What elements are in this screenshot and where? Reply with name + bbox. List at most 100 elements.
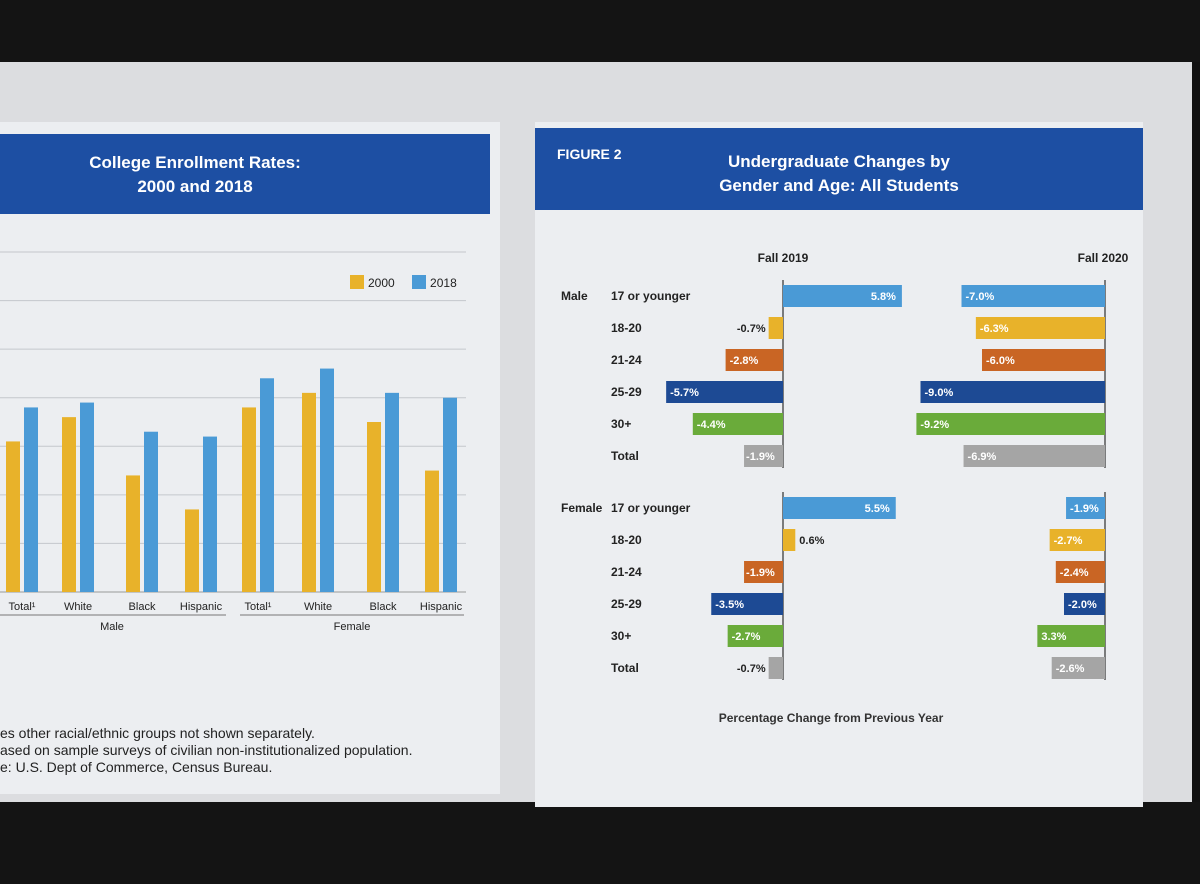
legend-label-2018: 2018 <box>430 276 457 290</box>
x-tick-label: White <box>304 601 332 613</box>
bar-fall-2019 <box>692 413 783 435</box>
data-label-fall-2019: 5.8% <box>871 291 896 303</box>
x-tick-label: Total¹ <box>245 601 272 613</box>
bar-2018-4 <box>260 378 274 592</box>
left-legend: 2000 2018 <box>350 275 457 290</box>
bar-fall-2020 <box>1066 497 1105 519</box>
bar-fall-2020 <box>916 413 1105 435</box>
enrollment-bar-chart: Total¹ White Black Hispanic Total¹ White Black… <box>0 251 466 633</box>
row-category-label: 25-29 <box>611 385 642 399</box>
right-figure-header: FIGURE 2 Undergraduate Changes by Gender… <box>535 128 1143 210</box>
bar-2018-5 <box>320 368 334 592</box>
data-label-fall-2020: -1.9% <box>1070 503 1099 515</box>
monitor-bezel <box>1192 62 1200 802</box>
row-category-label: Total <box>611 449 639 463</box>
legend-item-2000: 2000 <box>350 275 395 290</box>
left-figure-title-line1: College Enrollment Rates: <box>89 153 301 172</box>
row-category-label: 17 or younger <box>611 289 691 303</box>
figure-label: FIGURE 2 <box>557 146 622 162</box>
data-label-fall-2020: -9.2% <box>920 419 949 431</box>
bar-fall-2020 <box>1037 625 1105 647</box>
bar-fall-2019 <box>725 349 783 371</box>
data-label-fall-2020: -7.0% <box>966 291 995 303</box>
bar-fall-2020 <box>920 381 1105 403</box>
x-tick-label: Hispanic <box>420 601 463 613</box>
note-line-1: es other racial/ethnic groups not shown … <box>0 725 315 741</box>
x-axis-label: Percentage Change from Previous Year <box>719 711 944 725</box>
bar-2018-3 <box>203 436 217 592</box>
bar-fall-2019 <box>783 497 896 519</box>
row-category-label: 21-24 <box>611 565 642 579</box>
bar-2000-2 <box>126 475 140 592</box>
row-category-label: 21-24 <box>611 353 642 367</box>
bar-fall-2020 <box>982 349 1105 371</box>
bar-2000-7 <box>425 470 439 592</box>
bar-fall-2019 <box>727 625 783 647</box>
legend-swatch-2000 <box>350 275 364 289</box>
bar-2018-6 <box>385 392 399 592</box>
data-label-fall-2020: -2.4% <box>1060 567 1089 579</box>
data-label-fall-2019: 0.6% <box>799 535 824 547</box>
bar-2000-3 <box>185 509 199 592</box>
group-label-male: Male <box>100 621 124 633</box>
bar-fall-2020 <box>961 285 1105 307</box>
data-label-fall-2020: -6.3% <box>980 323 1009 335</box>
bar-fall-2020 <box>975 317 1105 339</box>
bar-2000-4 <box>242 407 256 592</box>
legend-item-2018: 2018 <box>412 275 457 290</box>
data-label-fall-2020: -6.0% <box>986 355 1015 367</box>
bar-fall-2019 <box>666 381 783 403</box>
data-label-fall-2020: 3.3% <box>1041 631 1066 643</box>
screen: College Enrollment Rates: 2000 and 2018 … <box>0 62 1200 807</box>
row-category-label: 18-20 <box>611 533 642 547</box>
undergrad-change-chart: Fall 2019 Fall 2020 Male 17 or younger 5.8% -… <box>561 251 1129 725</box>
bar-fall-2019 <box>768 317 783 339</box>
bar-fall-2019 <box>711 593 783 615</box>
bar-fall-2019 <box>768 657 783 679</box>
bar-2000-5 <box>302 392 316 592</box>
col-label-fall-2019: Fall 2019 <box>758 251 809 265</box>
data-label-fall-2020: -2.6% <box>1056 663 1085 675</box>
x-tick-label: White <box>64 601 92 613</box>
bar-2018-1 <box>80 402 94 592</box>
group-label: Female <box>561 501 603 515</box>
bar-2018-2 <box>144 431 158 592</box>
right-figure-title-line2: Gender and Age: All Students <box>719 176 959 195</box>
data-label-fall-2019: -5.7% <box>670 387 699 399</box>
row-category-label: 30+ <box>611 629 631 643</box>
x-tick-label: Black <box>370 601 397 613</box>
data-label-fall-2019: -1.9% <box>746 567 775 579</box>
data-label-fall-2019: -3.5% <box>715 599 744 611</box>
group-label: Male <box>561 289 588 303</box>
col-label-fall-2020: Fall 2020 <box>1078 251 1129 265</box>
row-category-label: 17 or younger <box>611 501 691 515</box>
right-figure-title-line1: Undergraduate Changes by <box>728 152 950 171</box>
left-figure-title-line2: 2000 and 2018 <box>137 177 253 196</box>
legend-swatch-2018 <box>412 275 427 289</box>
x-tick-label: Total¹ <box>9 601 36 613</box>
data-label-fall-2020: -6.9% <box>968 451 997 463</box>
group-label-female: Female <box>334 621 371 633</box>
data-label-fall-2019: -2.7% <box>732 631 761 643</box>
bar-fall-2019 <box>783 529 796 551</box>
data-label-fall-2020: -2.0% <box>1068 599 1097 611</box>
row-category-label: 18-20 <box>611 321 642 335</box>
bar-fall-2019 <box>744 445 783 467</box>
note-line-3: e: U.S. Dept of Commerce, Census Bureau. <box>0 759 273 775</box>
bar-2018-7 <box>443 397 457 592</box>
bar-2000-0 <box>6 441 20 592</box>
left-figure-notes: es other racial/ethnic groups not shown … <box>0 725 412 776</box>
bar-2000-1 <box>62 417 76 592</box>
bar-2000-6 <box>367 422 381 592</box>
bar-2018-0 <box>24 407 38 592</box>
data-label-fall-2019: -4.4% <box>697 419 726 431</box>
row-category-label: 25-29 <box>611 597 642 611</box>
data-label-fall-2019: -1.9% <box>746 451 775 463</box>
data-label-fall-2020: -2.7% <box>1054 535 1083 547</box>
data-label-fall-2019: -0.7% <box>737 663 766 675</box>
row-category-label: Total <box>611 661 639 675</box>
data-label-fall-2020: -9.0% <box>925 387 954 399</box>
bar-fall-2020 <box>1055 561 1105 583</box>
bar-fall-2020 <box>963 445 1105 467</box>
note-line-2: ased on sample surveys of civilian non-i… <box>0 742 413 758</box>
